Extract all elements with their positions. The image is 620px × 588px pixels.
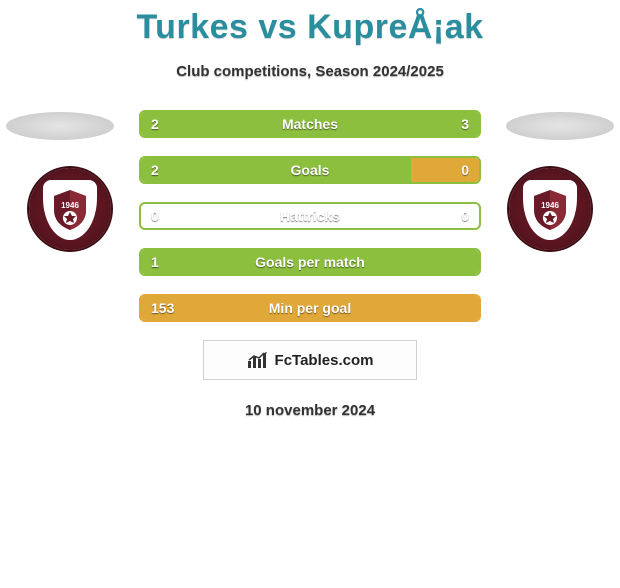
club-crest-left: 1946: [20, 166, 120, 252]
stat-value-right: 0: [461, 158, 469, 182]
svg-text:1946: 1946: [61, 201, 79, 210]
stat-value-right: 0: [461, 204, 469, 228]
stat-row: 1Goals per match: [139, 248, 481, 276]
comparison-content: 1946 1946 2Matches32Goals00Hattricks01Go…: [0, 110, 620, 419]
stat-label: Matches: [141, 112, 479, 136]
stat-row: 153Min per goal: [139, 294, 481, 322]
shield-icon: 1946: [50, 188, 90, 232]
stat-label: Goals: [141, 158, 479, 182]
shield-icon: 1946: [530, 188, 570, 232]
ellipse-shadow-left: [6, 112, 114, 140]
date-text: 10 november 2024: [0, 402, 620, 419]
ellipse-shadow-right: [506, 112, 614, 140]
stat-label: Min per goal: [141, 296, 479, 320]
club-crest-right: 1946: [500, 166, 600, 252]
stat-row: 0Hattricks0: [139, 202, 481, 230]
stat-row: 2Goals0: [139, 156, 481, 184]
stat-bars: 2Matches32Goals00Hattricks01Goals per ma…: [139, 110, 481, 322]
stat-label: Hattricks: [141, 204, 479, 228]
stat-label: Goals per match: [141, 250, 479, 274]
svg-text:1946: 1946: [541, 201, 559, 210]
page-title: Turkes vs KupreÅ¡ak: [0, 8, 620, 47]
subtitle: Club competitions, Season 2024/2025: [0, 63, 620, 80]
brand-chart-icon: [247, 351, 269, 369]
stat-row: 2Matches3: [139, 110, 481, 138]
stat-value-right: 3: [461, 112, 469, 136]
branding-box[interactable]: FcTables.com: [203, 340, 417, 380]
brand-text: FcTables.com: [275, 352, 374, 369]
